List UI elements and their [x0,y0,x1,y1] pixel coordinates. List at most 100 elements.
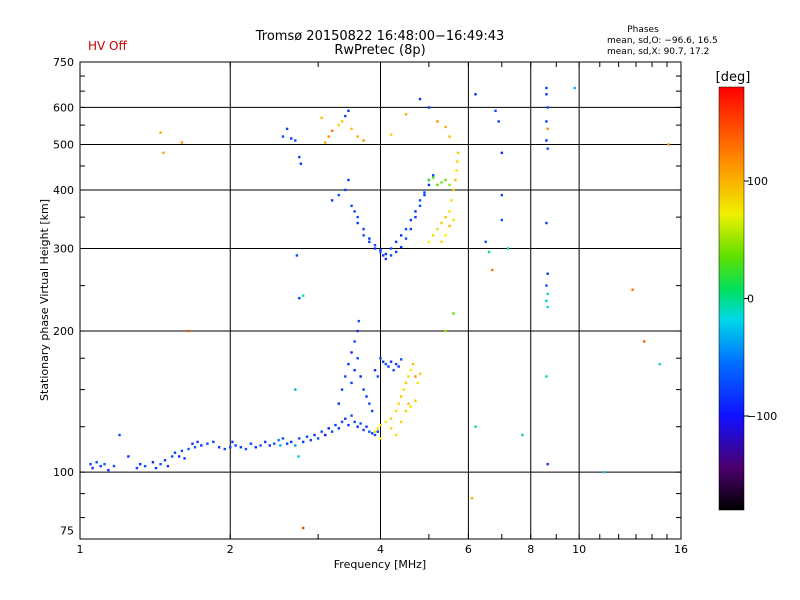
data-point [389,247,393,250]
data-point [353,210,356,213]
data-point [180,449,184,453]
data-point [154,466,158,470]
data-point [327,427,330,430]
data-point [206,442,209,445]
data-point [362,139,365,142]
data-point [180,141,184,144]
data-point [399,234,403,237]
grid [80,62,681,539]
data-point [474,93,477,96]
data-point [365,395,368,398]
data-point [324,433,327,437]
data-point [387,365,390,368]
data-point [384,362,388,366]
data-point [545,299,548,303]
data-point [658,362,661,366]
data-point [397,402,400,405]
data-point [159,462,162,466]
data-point [389,417,393,420]
data-point [418,204,422,208]
y-tick-label: 300 [53,243,74,256]
data-point [334,423,337,427]
data-point [373,247,377,250]
plot-title-line2: RwPretec (8p) [334,43,425,58]
data-point [330,199,334,202]
data-point [173,451,177,454]
data-point [305,435,309,438]
data-point [436,183,439,187]
data-point [350,381,353,385]
data-point [431,174,435,177]
data-point [456,151,460,155]
data-point [324,141,327,144]
data-point [356,135,359,138]
data-point [373,433,377,437]
data-point [521,433,524,437]
data-point [356,221,359,225]
data-point [384,420,388,424]
data-point [667,143,670,146]
data-point [404,381,408,385]
y-tick-label: 100 [53,466,74,479]
data-point [379,250,382,254]
data-point [362,388,365,391]
data-point [389,427,393,430]
data-point [234,444,237,447]
colorbar-gradient [718,86,745,511]
data-point [297,455,300,458]
x-tick-label: 8 [527,543,534,556]
data-point [642,340,646,343]
data-point [163,459,167,462]
data-point [631,288,634,291]
data-point [309,438,312,442]
data-point [444,329,447,333]
data-point [379,423,382,427]
data-point [573,86,576,90]
data-point [362,428,365,432]
y-tick-labels: 75 100 200 300 400 500 600 750 [53,56,74,538]
x-axis-label: Frequency [MHz] [334,558,426,571]
x-tick-label: 4 [377,543,384,556]
data-point [91,466,94,470]
data-point [298,437,301,440]
data-point [359,422,362,425]
data-point [371,432,374,435]
data-point [330,129,334,132]
data-point [229,446,232,449]
data-point [394,433,398,437]
data-point [394,362,398,366]
data-point [448,135,451,138]
data-point [411,362,415,366]
data-point [452,312,455,315]
y-tick-label: 75 [60,525,74,538]
data-point [193,446,197,449]
y-tick-label: 400 [53,184,74,197]
data-point [281,135,285,138]
data-point [135,466,139,470]
data-point [545,375,548,378]
data-point [112,464,116,468]
data-point [99,464,102,468]
data-point [399,245,403,249]
data-point [320,430,323,433]
data-point [384,252,388,256]
y-tick-label: 750 [53,56,74,69]
data-point [436,120,439,123]
data-point [368,237,371,240]
data-point [330,430,334,433]
data-point [376,430,379,433]
data-point [448,210,451,213]
data-point [436,227,439,231]
data-point [373,430,377,433]
x-tick-label: 1 [77,543,84,556]
data-point [187,329,190,333]
data-point [166,464,170,468]
data-point [187,447,190,451]
x-tick-label: 16 [674,543,688,556]
data-point [379,437,382,440]
data-point [545,139,548,142]
data-point [301,440,305,444]
colorbar-tick-label: −100 [747,410,777,423]
data-point [254,446,257,449]
data-point [279,444,282,447]
